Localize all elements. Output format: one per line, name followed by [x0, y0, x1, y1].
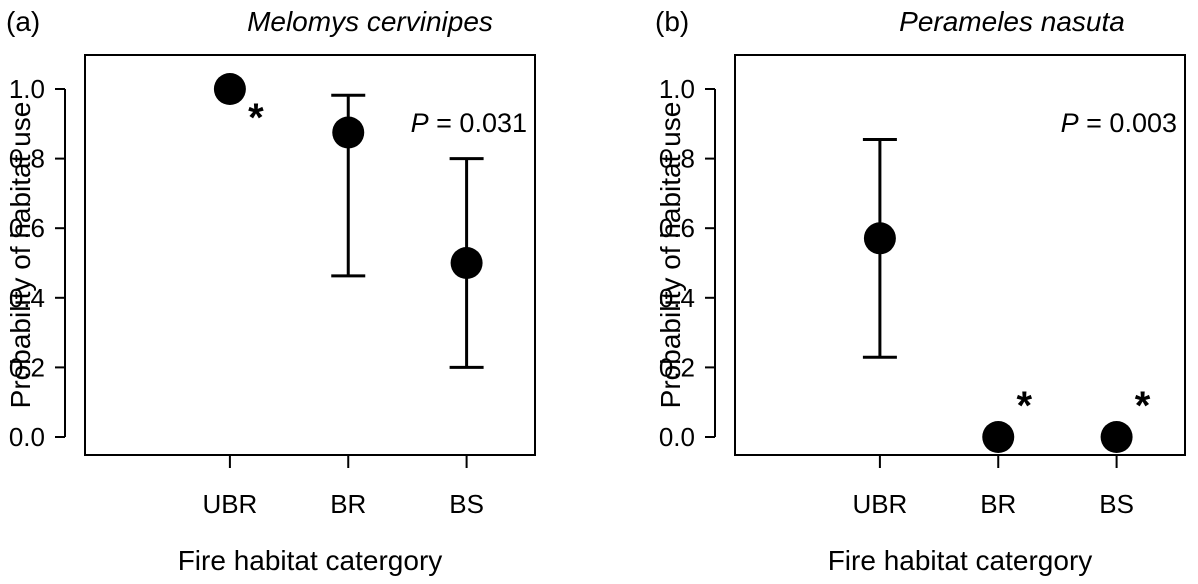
x-tick-label: BR [980, 489, 1016, 519]
y-tick-label: 0.8 [9, 144, 45, 174]
y-tick-label: 0.6 [659, 213, 695, 243]
chart-title: Perameles nasuta [899, 6, 1125, 37]
y-axis-title: Probability of habitat use [655, 102, 686, 409]
panel-a: (a) Melomys cervinipes0.00.20.40.60.81.0P… [5, 6, 536, 576]
significance-star: * [1135, 384, 1151, 428]
y-axis-title: Probability of habitat use [5, 102, 36, 409]
significance-star: * [1016, 384, 1032, 428]
x-tick-label: UBR [852, 489, 907, 519]
significance-star: * [248, 96, 264, 140]
p-value-symbol: P [411, 108, 429, 138]
x-tick-label: UBR [202, 489, 257, 519]
y-tick-label: 0.0 [9, 422, 45, 452]
data-point-br [332, 116, 365, 149]
y-tick-label: 0.0 [659, 422, 695, 452]
x-tick-label: BS [449, 489, 484, 519]
y-tick-label: 0.8 [659, 144, 695, 174]
x-axis-title: Fire habitat catergory [178, 545, 443, 576]
p-value-annotation: P = 0.003 [1061, 108, 1177, 138]
x-axis-title: Fire habitat catergory [828, 545, 1093, 576]
y-tick-label: 0.6 [9, 213, 45, 243]
y-tick-label: 0.4 [659, 283, 695, 313]
y-tick-label: 1.0 [9, 74, 45, 104]
data-point-ubr [863, 222, 896, 255]
data-point-br [982, 421, 1015, 453]
y-tick-label: 0.2 [9, 352, 45, 382]
p-value-annotation: P = 0.031 [411, 108, 527, 138]
p-value-text: = 0.003 [1079, 108, 1177, 138]
x-tick-label: BS [1099, 489, 1134, 519]
plot-frame [734, 54, 1186, 456]
y-tick-label: 1.0 [659, 74, 695, 104]
data-point-bs [1100, 421, 1133, 453]
x-tick-label: BR [330, 489, 366, 519]
p-value-text: = 0.031 [429, 108, 527, 138]
panel-b: (b) Perameles nasuta 0.0 0.2 0.4 0.6 0.8 1.0Pro… [655, 6, 1186, 576]
y-tick-label: 0.4 [9, 283, 45, 313]
data-point-ubr [213, 73, 246, 105]
chart-title: Melomys cervinipes [247, 6, 493, 37]
p-value-symbol: P [1061, 108, 1079, 138]
plot-frame [84, 54, 536, 456]
y-tick-label: 0.2 [659, 352, 695, 382]
panel-label: (b) [655, 6, 689, 37]
panel-label: (a) [6, 6, 40, 37]
data-point-bs [450, 247, 483, 279]
